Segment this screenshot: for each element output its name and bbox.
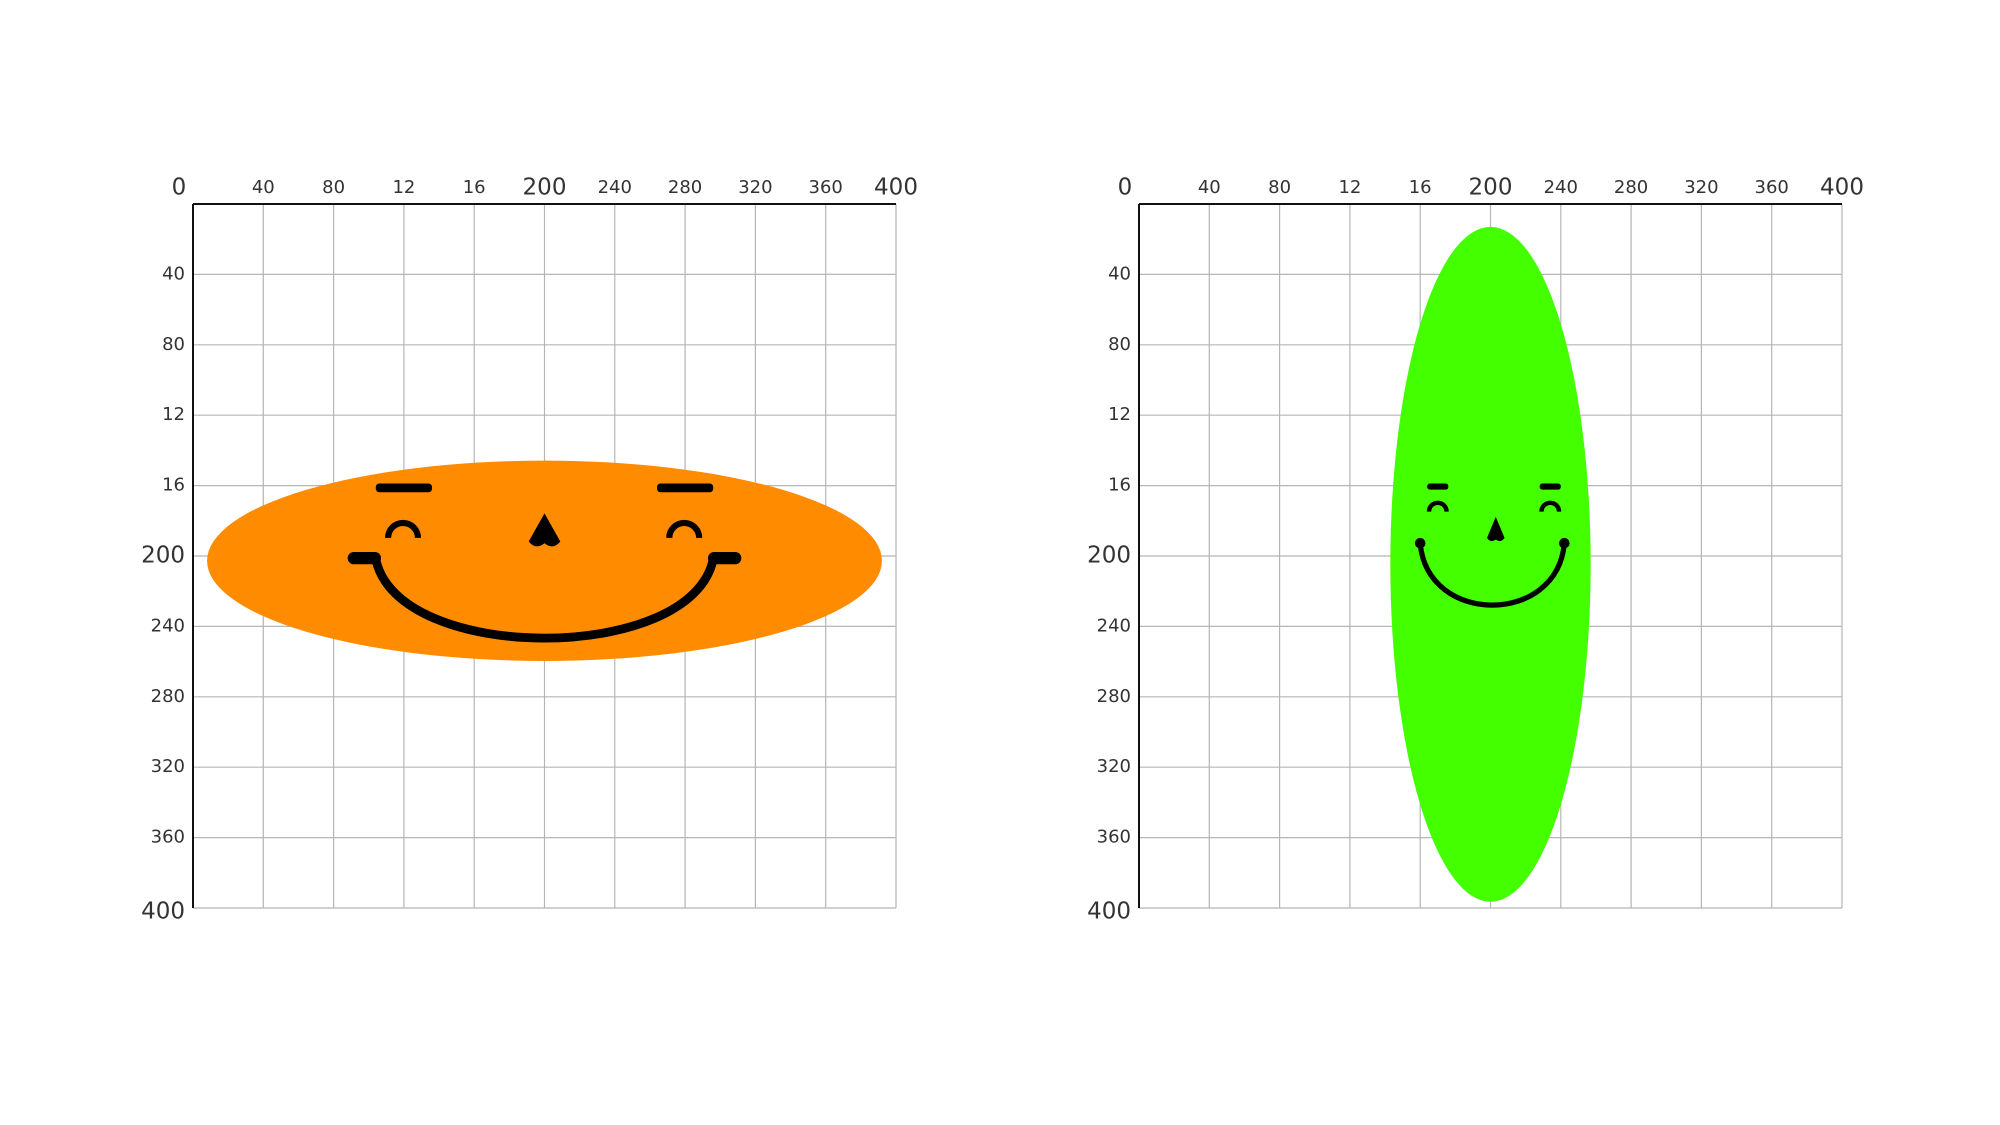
x-label: 280 bbox=[1614, 177, 1648, 198]
smile-cap bbox=[1559, 537, 1570, 549]
y-label: 360 bbox=[1097, 827, 1131, 848]
x-label: 240 bbox=[598, 177, 632, 198]
panel: 0 40 80 12 16 200 240 280 320 360 400 40 80 12 16 200 24… bbox=[1087, 175, 1864, 925]
eye bbox=[385, 519, 422, 539]
x-label: 400 bbox=[1820, 175, 1864, 201]
eyebrow bbox=[1539, 483, 1561, 490]
y-label: 12 bbox=[162, 404, 185, 425]
eyebrow bbox=[1427, 483, 1449, 490]
eyebrow bbox=[656, 483, 714, 493]
y-label: 280 bbox=[1097, 686, 1131, 707]
eyebrow bbox=[375, 483, 433, 493]
x-label: 0 bbox=[1118, 175, 1133, 201]
green-ellipse bbox=[1390, 226, 1591, 902]
smile bbox=[371, 554, 718, 643]
y-label: 360 bbox=[151, 827, 185, 848]
y-label: 240 bbox=[151, 615, 185, 636]
smile-cap bbox=[707, 551, 742, 565]
y-label: 200 bbox=[1087, 543, 1131, 569]
green-face bbox=[1390, 226, 1591, 902]
y-label: 400 bbox=[141, 899, 185, 925]
x-label: 200 bbox=[523, 175, 567, 201]
eye bbox=[666, 519, 703, 539]
x-label: 400 bbox=[874, 175, 918, 201]
x-label: 16 bbox=[1409, 177, 1432, 198]
smile bbox=[1417, 540, 1567, 608]
y-label: 80 bbox=[162, 334, 185, 355]
smile-cap bbox=[347, 551, 382, 565]
x-label: 240 bbox=[1544, 177, 1578, 198]
y-label: 320 bbox=[1097, 756, 1131, 777]
orange-ellipse bbox=[207, 460, 882, 661]
x-label: 12 bbox=[1338, 177, 1361, 198]
x-label: 80 bbox=[1268, 177, 1291, 198]
orange-face bbox=[207, 460, 882, 661]
y-label: 280 bbox=[151, 686, 185, 707]
x-label: 12 bbox=[392, 177, 415, 198]
y-label: 80 bbox=[1108, 334, 1131, 355]
x-label: 80 bbox=[322, 177, 345, 198]
x-label: 280 bbox=[668, 177, 702, 198]
x-label: 320 bbox=[738, 177, 772, 198]
eye bbox=[1426, 500, 1449, 512]
x-label: 0 bbox=[172, 175, 187, 201]
y-label: 40 bbox=[1108, 263, 1131, 284]
nose bbox=[1486, 516, 1505, 542]
x-label: 360 bbox=[1755, 177, 1789, 198]
y-label: 240 bbox=[1097, 615, 1131, 636]
y-label: 320 bbox=[151, 756, 185, 777]
y-label: 200 bbox=[141, 543, 185, 569]
y-label: 16 bbox=[1108, 475, 1131, 496]
x-label: 40 bbox=[1198, 177, 1221, 198]
nose bbox=[528, 513, 561, 547]
x-label: 16 bbox=[463, 177, 486, 198]
x-label: 360 bbox=[809, 177, 843, 198]
y-label: 12 bbox=[1108, 404, 1131, 425]
y-label: 40 bbox=[162, 263, 185, 284]
x-label: 320 bbox=[1684, 177, 1718, 198]
x-label: 40 bbox=[252, 177, 275, 198]
x-label: 200 bbox=[1469, 175, 1513, 201]
y-label: 16 bbox=[162, 475, 185, 496]
smile-cap bbox=[1414, 537, 1426, 549]
y-label: 400 bbox=[1087, 899, 1131, 925]
eye bbox=[1539, 500, 1562, 512]
